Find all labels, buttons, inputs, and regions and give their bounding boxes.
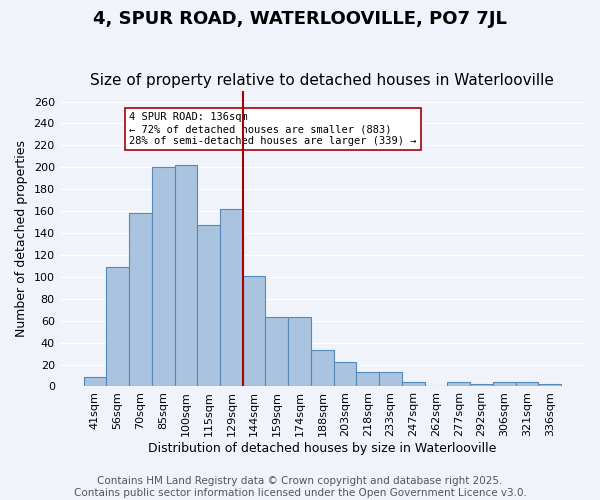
Bar xyxy=(538,384,561,386)
Text: 4 SPUR ROAD: 136sqm
← 72% of detached houses are smaller (883)
28% of semi-detac: 4 SPUR ROAD: 136sqm ← 72% of detached ho… xyxy=(129,112,416,146)
Bar xyxy=(197,226,220,386)
Bar xyxy=(175,165,197,386)
Text: Contains HM Land Registry data © Crown copyright and database right 2025.
Contai: Contains HM Land Registry data © Crown c… xyxy=(74,476,526,498)
Bar xyxy=(356,372,379,386)
Bar xyxy=(106,267,129,386)
Bar xyxy=(220,209,243,386)
Bar xyxy=(152,168,175,386)
Bar xyxy=(243,276,265,386)
Title: Size of property relative to detached houses in Waterlooville: Size of property relative to detached ho… xyxy=(91,73,554,88)
Bar xyxy=(265,318,288,386)
Bar xyxy=(288,318,311,386)
Y-axis label: Number of detached properties: Number of detached properties xyxy=(15,140,28,337)
Bar xyxy=(129,214,152,386)
Bar xyxy=(379,372,402,386)
Bar xyxy=(334,362,356,386)
Bar xyxy=(515,382,538,386)
Bar xyxy=(470,384,493,386)
Bar xyxy=(448,382,470,386)
X-axis label: Distribution of detached houses by size in Waterlooville: Distribution of detached houses by size … xyxy=(148,442,497,455)
Text: 4, SPUR ROAD, WATERLOOVILLE, PO7 7JL: 4, SPUR ROAD, WATERLOOVILLE, PO7 7JL xyxy=(93,10,507,28)
Bar xyxy=(83,376,106,386)
Bar xyxy=(311,350,334,386)
Bar xyxy=(402,382,425,386)
Bar xyxy=(493,382,515,386)
